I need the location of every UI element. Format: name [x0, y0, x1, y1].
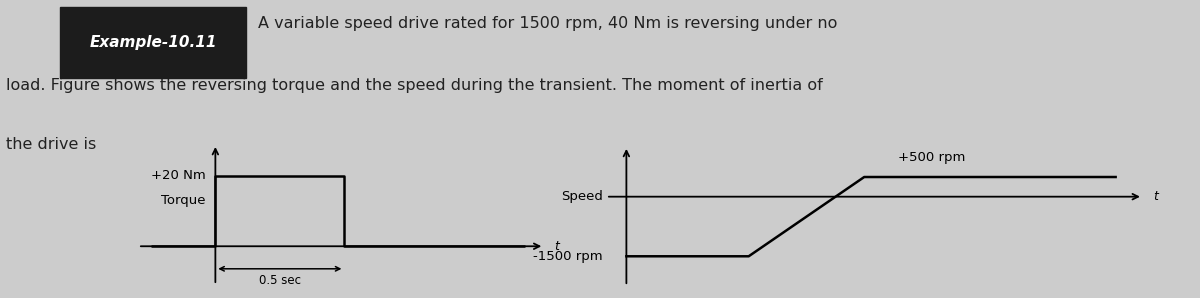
Text: Speed: Speed — [560, 190, 602, 203]
Text: t: t — [554, 240, 559, 253]
Text: A variable speed drive rated for 1500 rpm, 40 Nm is reversing under no: A variable speed drive rated for 1500 rp… — [258, 16, 838, 31]
Text: -1500 rpm: -1500 rpm — [533, 250, 602, 263]
Text: Torque: Torque — [161, 194, 205, 207]
Text: 0.5 sec: 0.5 sec — [259, 274, 301, 288]
Text: t: t — [1153, 190, 1158, 203]
Text: load. Figure shows the reversing torque and the speed during the transient. The : load. Figure shows the reversing torque … — [6, 78, 823, 93]
Text: the drive is: the drive is — [6, 137, 96, 152]
Text: +500 rpm: +500 rpm — [898, 151, 966, 164]
Text: Example-10.11: Example-10.11 — [89, 35, 217, 50]
Text: +20 Nm: +20 Nm — [151, 169, 205, 182]
FancyBboxPatch shape — [60, 7, 246, 78]
